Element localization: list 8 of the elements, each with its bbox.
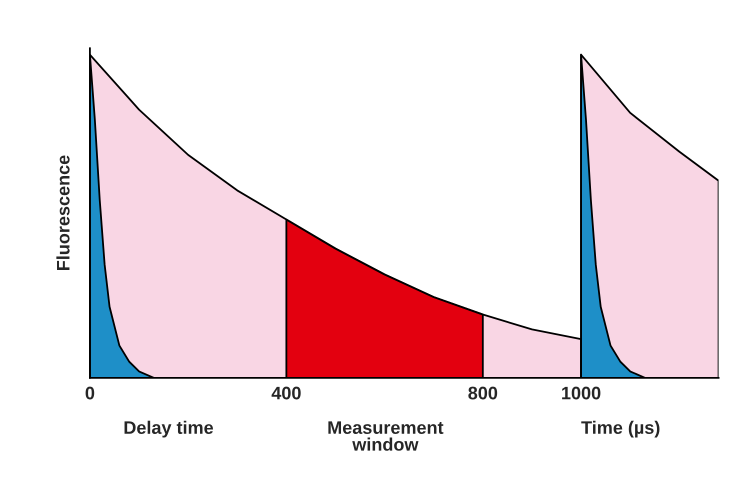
y-axis-title: Fluorescence <box>56 155 70 270</box>
x-tick-label: 400 <box>272 386 301 400</box>
x-tick-label: 0 <box>86 386 94 400</box>
x-tick-label: 800 <box>468 386 498 400</box>
x-tick-label: 1000 <box>562 386 600 400</box>
text: Delay time <box>124 420 214 438</box>
x-axis-title: Time (µs) <box>581 420 660 438</box>
text: Measurement window <box>328 421 444 451</box>
